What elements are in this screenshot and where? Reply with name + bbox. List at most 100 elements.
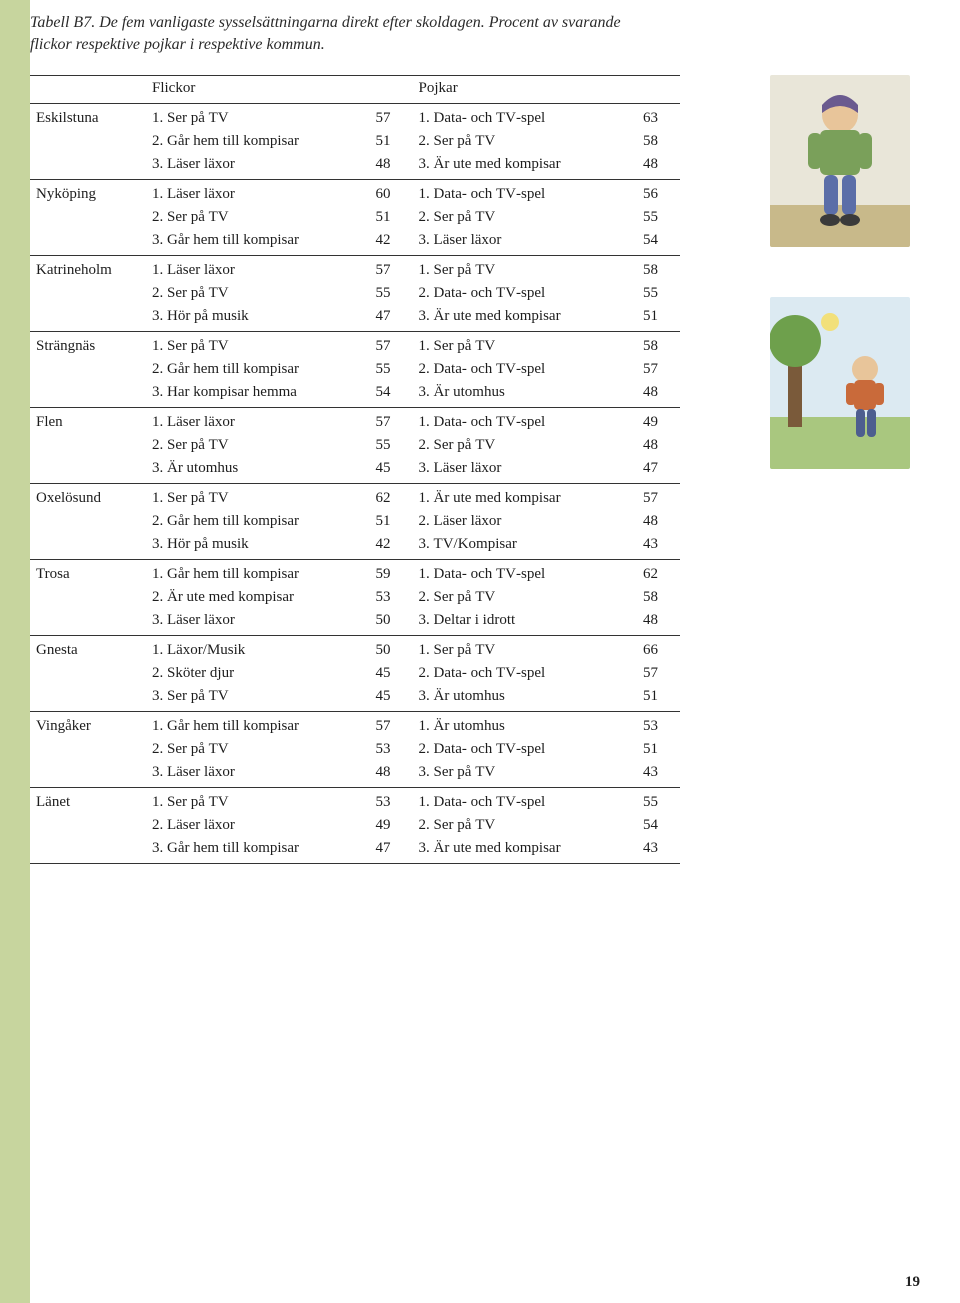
cell-kommun — [30, 761, 146, 788]
cell-kommun — [30, 457, 146, 484]
cell-pojkar-value: 62 — [612, 560, 680, 587]
cell-flickor-activity: 1. Ser på TV — [146, 484, 345, 511]
cell-flickor-activity: 3. Läser läxor — [146, 609, 345, 636]
table-row: 2. Går hem till kompisar512. Läser läxor… — [30, 510, 680, 533]
table-row: 3. Hör på musik423. TV/Kompisar43 — [30, 533, 680, 560]
cell-pojkar-activity: 2. Ser på TV — [413, 434, 613, 457]
cell-pojkar-value: 48 — [612, 510, 680, 533]
cell-flickor-activity: 2. Går hem till kompisar — [146, 510, 345, 533]
cell-pojkar-activity: 3. Är utomhus — [413, 381, 613, 408]
cell-pojkar-activity: 2. Läser läxor — [413, 510, 613, 533]
cell-pojkar-activity: 1. Data- och TV-spel — [413, 408, 613, 435]
cell-pojkar-activity: 3. Är utomhus — [413, 685, 613, 712]
header-pojkar: Pojkar — [413, 76, 680, 104]
cell-flickor-value: 51 — [345, 130, 413, 153]
table-row: 3. Hör på musik473. Är ute med kompisar5… — [30, 305, 680, 332]
table-row: 3. Läser läxor483. Är ute med kompisar48 — [30, 153, 680, 180]
cell-pojkar-value: 57 — [612, 484, 680, 511]
cell-flickor-activity: 2. Ser på TV — [146, 282, 345, 305]
page-number: 19 — [905, 1274, 920, 1291]
cell-flickor-value: 55 — [345, 358, 413, 381]
cell-flickor-activity: 1. Läxor/Musik — [146, 636, 345, 663]
cell-kommun: Länet — [30, 788, 146, 815]
cell-pojkar-activity: 3. Är ute med kompisar — [413, 837, 613, 864]
illustration-2 — [770, 297, 910, 469]
cell-kommun — [30, 662, 146, 685]
cell-pojkar-activity: 3. Är ute med kompisar — [413, 305, 613, 332]
cell-pojkar-value: 58 — [612, 256, 680, 283]
cell-flickor-activity: 1. Går hem till kompisar — [146, 560, 345, 587]
cell-flickor-activity: 1. Läser läxor — [146, 180, 345, 207]
cell-kommun: Eskilstuna — [30, 104, 146, 131]
cell-pojkar-activity: 3. TV/Kompisar — [413, 533, 613, 560]
cell-kommun — [30, 510, 146, 533]
left-color-band — [0, 0, 30, 1303]
table-row: Vingåker1. Går hem till kompisar571. Är … — [30, 712, 680, 739]
cell-flickor-value: 55 — [345, 282, 413, 305]
table-header-row: Flickor Pojkar — [30, 76, 680, 104]
table-row: 2. Går hem till kompisar512. Ser på TV58 — [30, 130, 680, 153]
table-row: 2. Ser på TV552. Ser på TV48 — [30, 434, 680, 457]
cell-pojkar-activity: 3. Läser läxor — [413, 229, 613, 256]
table-row: Gnesta1. Läxor/Musik501. Ser på TV66 — [30, 636, 680, 663]
cell-pojkar-activity: 2. Ser på TV — [413, 206, 613, 229]
table-row: 3. Går hem till kompisar423. Läser läxor… — [30, 229, 680, 256]
cell-flickor-value: 42 — [345, 229, 413, 256]
cell-pojkar-value: 51 — [612, 738, 680, 761]
cell-kommun — [30, 434, 146, 457]
cell-kommun — [30, 738, 146, 761]
cell-pojkar-value: 49 — [612, 408, 680, 435]
cell-pojkar-value: 55 — [612, 788, 680, 815]
cell-pojkar-activity: 1. Data- och TV-spel — [413, 788, 613, 815]
table-row: 3. Går hem till kompisar473. Är ute med … — [30, 837, 680, 864]
cell-kommun — [30, 153, 146, 180]
cell-flickor-value: 48 — [345, 761, 413, 788]
cell-pojkar-value: 58 — [612, 130, 680, 153]
table-row: Trosa1. Går hem till kompisar591. Data- … — [30, 560, 680, 587]
cell-flickor-value: 53 — [345, 738, 413, 761]
cell-pojkar-value: 55 — [612, 206, 680, 229]
cell-flickor-activity: 2. Sköter djur — [146, 662, 345, 685]
cell-pojkar-value: 51 — [612, 685, 680, 712]
cell-flickor-activity: 2. Läser läxor — [146, 814, 345, 837]
cell-flickor-activity: 1. Ser på TV — [146, 788, 345, 815]
cell-kommun — [30, 229, 146, 256]
cell-pojkar-value: 58 — [612, 586, 680, 609]
cell-flickor-value: 57 — [345, 256, 413, 283]
cell-flickor-activity: 1. Läser läxor — [146, 408, 345, 435]
cell-pojkar-value: 56 — [612, 180, 680, 207]
cell-flickor-activity: 3. Ser på TV — [146, 685, 345, 712]
cell-pojkar-value: 53 — [612, 712, 680, 739]
cell-kommun: Flen — [30, 408, 146, 435]
cell-pojkar-value: 57 — [612, 662, 680, 685]
cell-flickor-activity: 1. Ser på TV — [146, 104, 345, 131]
cell-pojkar-value: 55 — [612, 282, 680, 305]
cell-pojkar-value: 48 — [612, 609, 680, 636]
cell-kommun — [30, 837, 146, 864]
illustration-1 — [770, 75, 910, 247]
cell-pojkar-value: 48 — [612, 434, 680, 457]
cell-kommun: Gnesta — [30, 636, 146, 663]
cell-kommun — [30, 381, 146, 408]
cell-pojkar-value: 66 — [612, 636, 680, 663]
cell-flickor-activity: 2. Är ute med kompisar — [146, 586, 345, 609]
cell-flickor-value: 54 — [345, 381, 413, 408]
cell-flickor-activity: 3. Hör på musik — [146, 533, 345, 560]
table-row: 3. Läser läxor483. Ser på TV43 — [30, 761, 680, 788]
cell-pojkar-value: 43 — [612, 533, 680, 560]
cell-flickor-value: 51 — [345, 510, 413, 533]
cell-flickor-activity: 2. Går hem till kompisar — [146, 130, 345, 153]
cell-pojkar-activity: 1. Ser på TV — [413, 332, 613, 359]
cell-pojkar-activity: 2. Data- och TV-spel — [413, 282, 613, 305]
table-row: 2. Ser på TV532. Data- och TV-spel51 — [30, 738, 680, 761]
cell-pojkar-value: 43 — [612, 761, 680, 788]
table-row: 3. Har kompisar hemma543. Är utomhus48 — [30, 381, 680, 408]
caption-line-2: flickor respektive pojkar i respektive k… — [30, 36, 325, 53]
cell-flickor-value: 42 — [345, 533, 413, 560]
cell-flickor-activity: 3. Läser läxor — [146, 761, 345, 788]
table-row: 2. Sköter djur452. Data- och TV-spel57 — [30, 662, 680, 685]
cell-pojkar-value: 51 — [612, 305, 680, 332]
table-row: 3. Läser läxor503. Deltar i idrott48 — [30, 609, 680, 636]
cell-flickor-activity: 3. Hör på musik — [146, 305, 345, 332]
cell-flickor-activity: 2. Ser på TV — [146, 206, 345, 229]
